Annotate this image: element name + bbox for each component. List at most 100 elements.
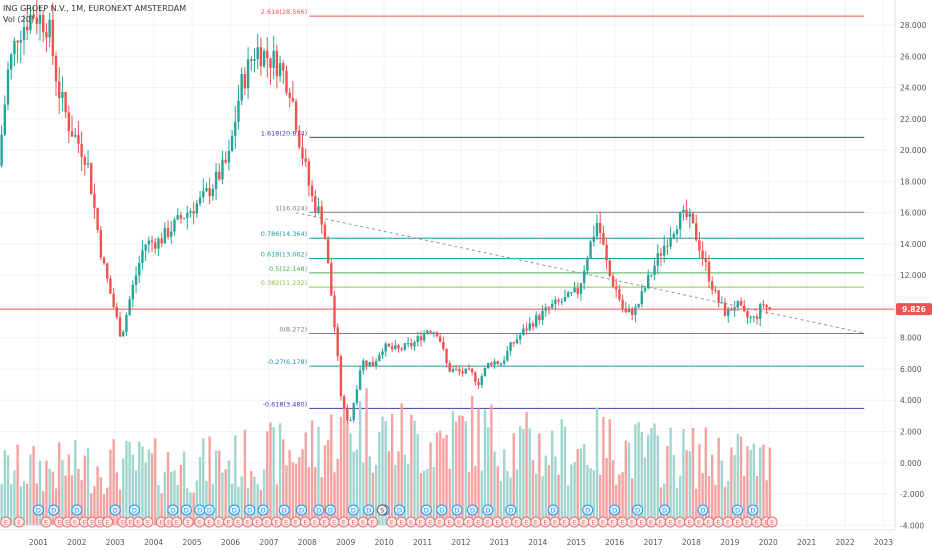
earnings-marker-letter: E	[342, 519, 346, 527]
candle-body	[150, 240, 154, 243]
volume-indicator-label[interactable]: Vol (20)	[3, 15, 34, 24]
candle-body	[672, 233, 676, 238]
earnings-marker-letter: E	[217, 519, 221, 527]
candle-body	[541, 310, 544, 321]
candle-body	[755, 316, 759, 319]
candle-body	[627, 308, 631, 313]
volume-bar	[627, 442, 631, 526]
candle-body	[253, 59, 256, 61]
earnings-marker-letter: E	[495, 519, 499, 527]
candle-body	[659, 253, 663, 256]
candle-body	[618, 289, 621, 300]
volume-bar	[96, 466, 99, 526]
candle-body	[429, 330, 432, 333]
earnings-marker-letter: E	[294, 519, 298, 527]
candle-body	[176, 215, 179, 220]
candle-body	[336, 327, 339, 357]
volume-bar	[83, 455, 87, 526]
y-tick-label: 14.000	[900, 240, 926, 249]
volume-bar	[195, 480, 199, 526]
volume-bar	[352, 451, 355, 526]
volume-bar	[323, 445, 327, 526]
earnings-marker-letter: E	[186, 519, 190, 527]
candle-body	[262, 50, 266, 67]
candle-body	[378, 355, 381, 362]
earnings-marker-letter: E	[82, 519, 86, 527]
candle-body	[499, 363, 503, 365]
volume-bar	[637, 421, 640, 526]
dividend-marker-circle	[228, 504, 240, 516]
volume-bar	[413, 420, 416, 526]
volume-bar	[470, 395, 474, 526]
volume-bar	[522, 429, 525, 526]
volume-bar	[528, 428, 531, 526]
volume-bar	[640, 431, 644, 526]
volume-bar	[16, 444, 19, 526]
volume-bar	[333, 472, 336, 526]
candle-body	[394, 345, 397, 349]
candle-body	[70, 131, 74, 137]
dividend-marker-letter: D	[508, 507, 513, 515]
y-tick-label: 26.000	[900, 52, 926, 61]
volume-bar	[74, 440, 77, 526]
candle-body	[640, 291, 644, 305]
volume-bar	[240, 476, 243, 526]
earnings-marker-circle	[142, 516, 154, 528]
volume-bar	[512, 433, 515, 526]
x-tick-label: 2015	[567, 538, 586, 547]
volume-bar	[6, 455, 10, 526]
volume-bar	[461, 415, 464, 526]
volume-bar	[163, 472, 167, 526]
earnings-marker-letter: E	[697, 519, 701, 527]
candle-body	[326, 239, 330, 264]
volume-bar	[67, 454, 71, 526]
candle-body	[48, 19, 51, 38]
candle-body	[573, 288, 576, 293]
volume-bar	[669, 427, 672, 526]
candle-body	[752, 316, 756, 318]
candle-body	[304, 158, 307, 162]
candle-body	[531, 323, 535, 327]
earnings-marker-letter: E	[73, 519, 77, 527]
volume-bar	[272, 427, 275, 526]
candle-body	[621, 299, 624, 309]
candle-body	[630, 308, 634, 315]
volume-bar	[384, 421, 387, 526]
dividend-marker-letter: D	[113, 507, 118, 515]
candle-body	[45, 32, 48, 38]
volume-bar	[310, 420, 314, 526]
volume-bar	[390, 413, 394, 526]
price-axis[interactable]: 28.000 26.000 24.000 22.000 20.000 18.000 16.0…	[894, 0, 932, 550]
earnings-marker-letter: E	[236, 519, 240, 527]
candle-body	[435, 332, 439, 337]
candle-body	[675, 229, 679, 234]
dividend-marker-letter: D	[232, 507, 237, 515]
candle-body	[477, 382, 480, 386]
volume-bar	[160, 493, 163, 526]
volume-bar	[410, 414, 413, 526]
volume-bar	[490, 404, 493, 526]
volume-bar	[205, 481, 208, 526]
x-tick-label: 2002	[67, 538, 86, 547]
volume-bar	[291, 462, 295, 526]
candle-body	[173, 219, 176, 232]
candle-body	[192, 211, 195, 214]
dividend-marker-circle	[128, 504, 140, 516]
earnings-marker-circle	[13, 516, 25, 528]
volume-bar	[653, 423, 656, 526]
y-tick-label: 12.000	[900, 271, 926, 280]
candle-body	[349, 420, 352, 422]
earnings-marker-letter: E	[553, 519, 557, 527]
earnings-marker-letter: E	[467, 519, 471, 527]
volume-bar	[707, 475, 711, 526]
candle-body	[637, 304, 640, 308]
candle-body	[483, 367, 487, 377]
time-axis[interactable]: 2001 2002 2003 2004 2005 2006 2007 2008 2009 2010…	[0, 529, 895, 547]
candle-body	[384, 343, 387, 352]
candle-body	[720, 302, 724, 304]
earnings-marker-letter: E	[390, 519, 394, 527]
volume-bar	[663, 483, 666, 526]
candle-body	[490, 362, 493, 365]
volume-bar	[253, 476, 256, 526]
